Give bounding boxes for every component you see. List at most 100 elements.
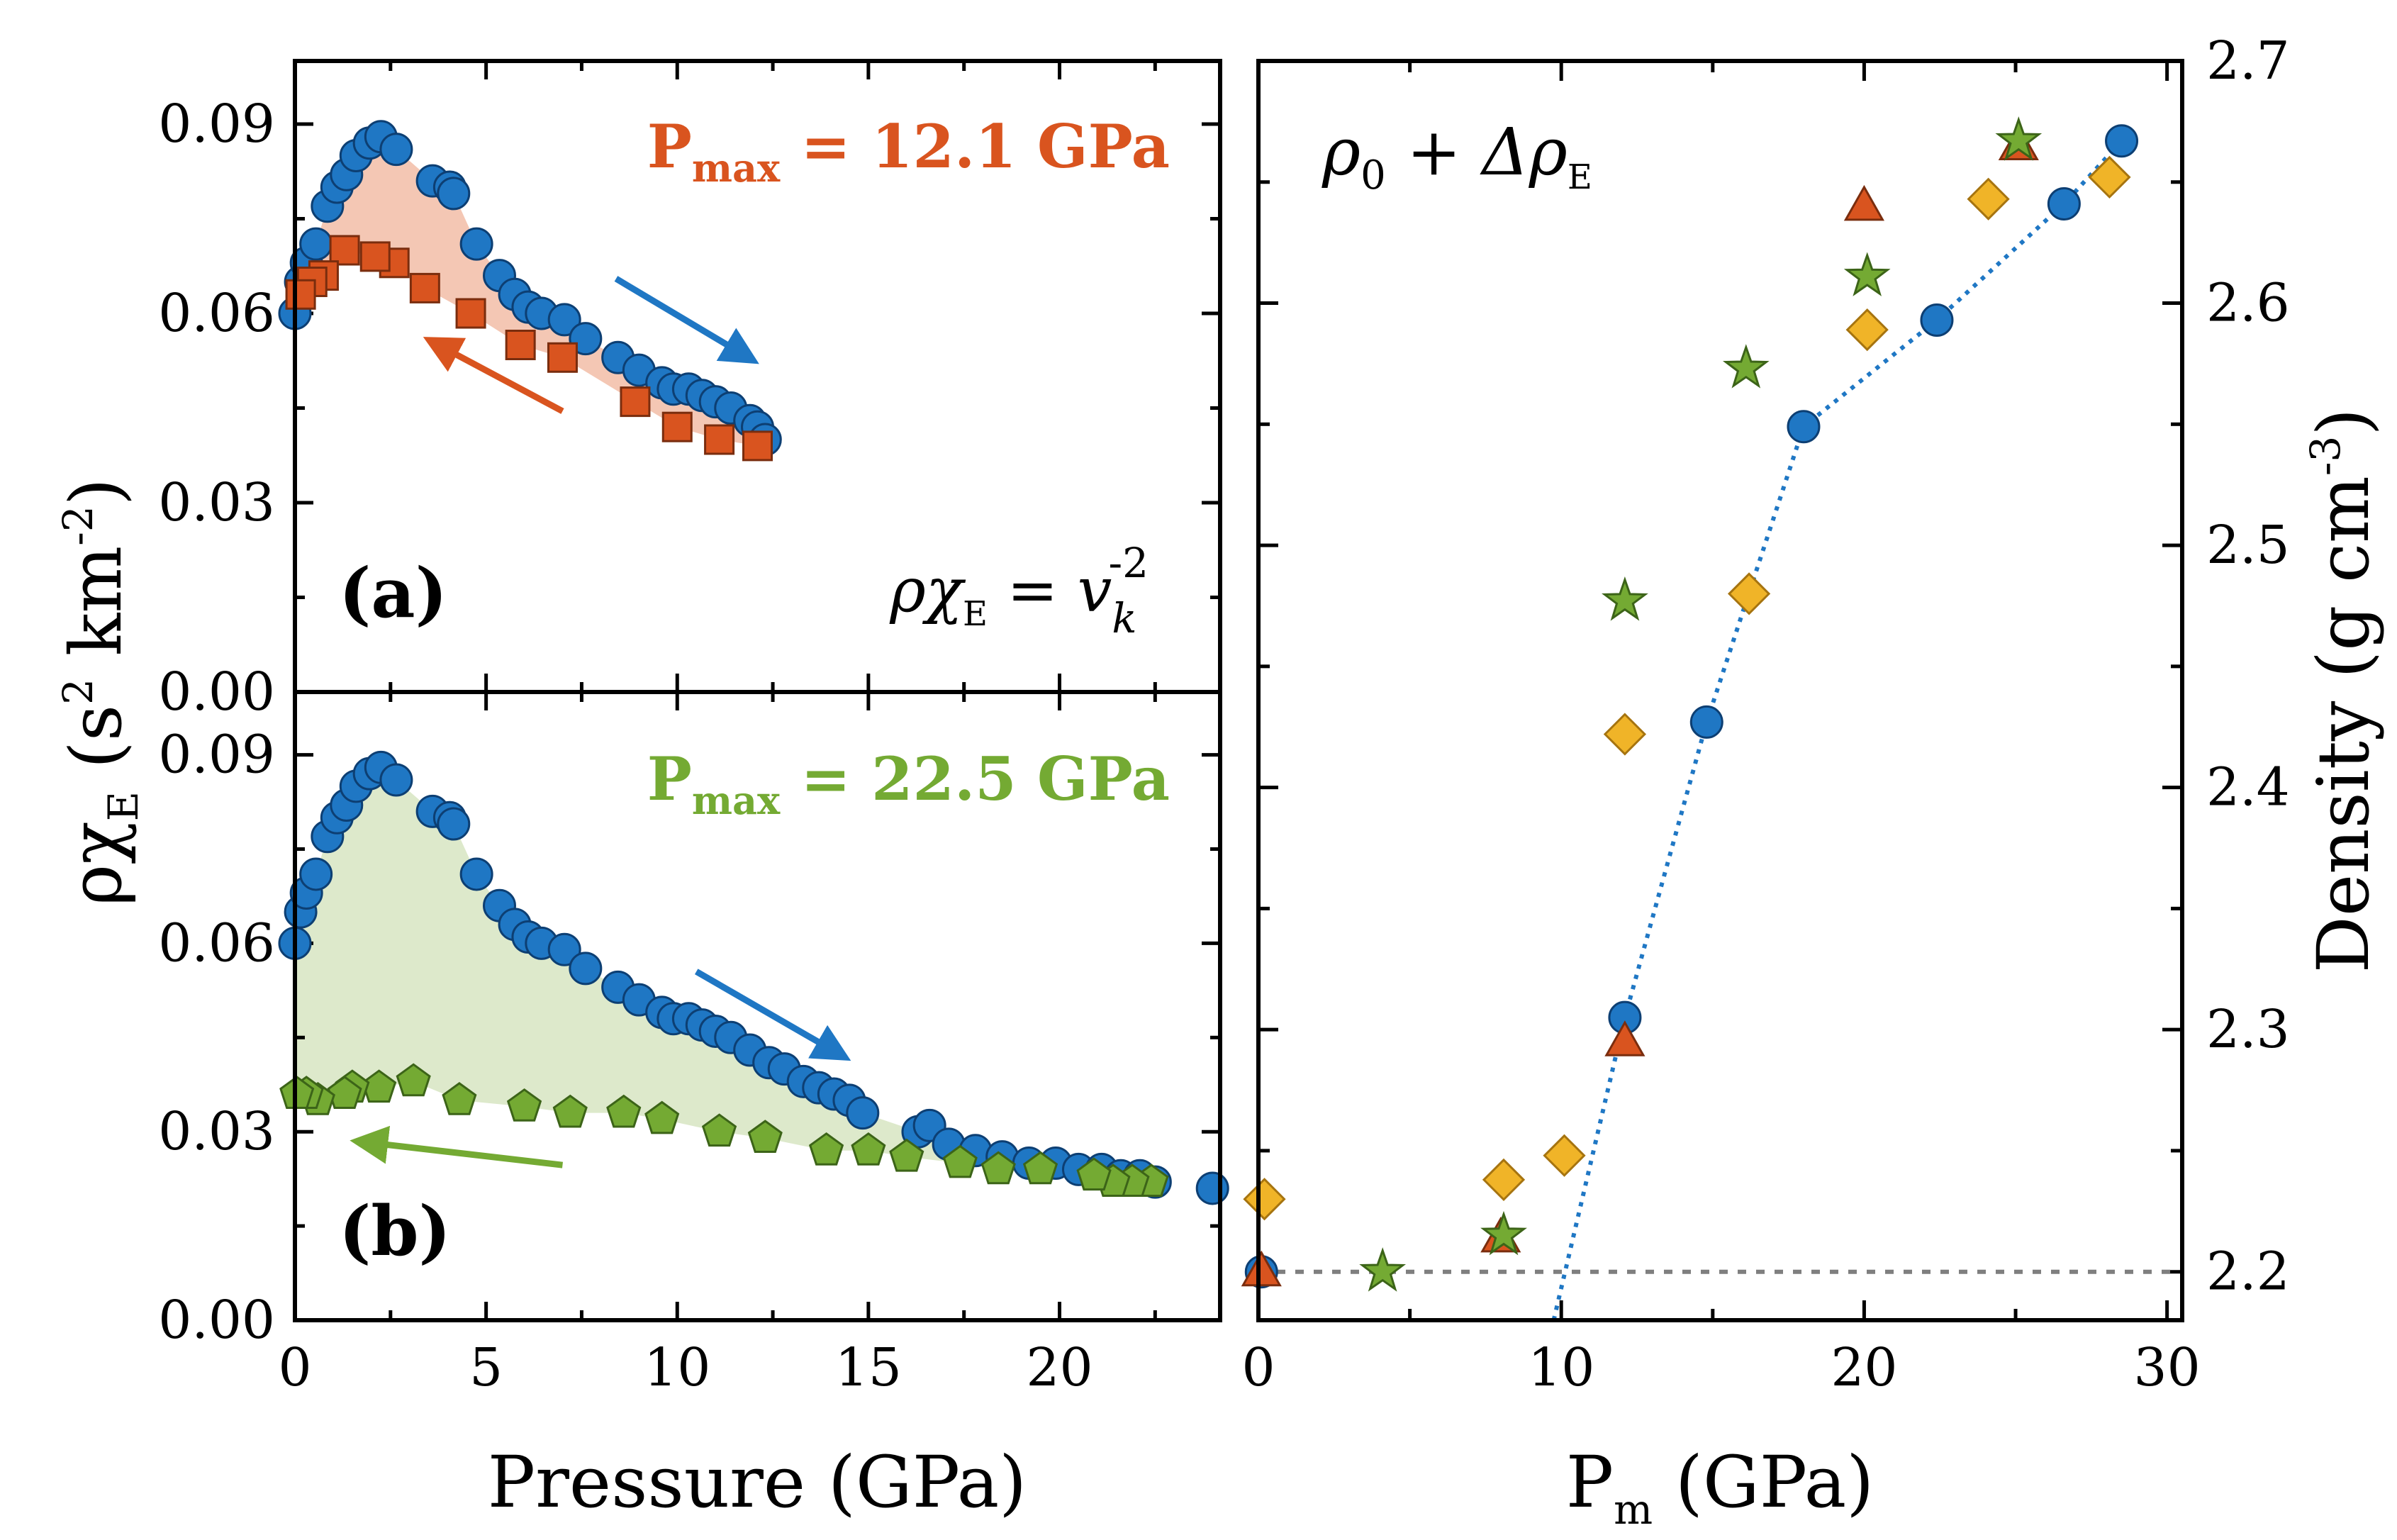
pentagon-marker: [808, 1132, 844, 1166]
ytick-label: 2.3: [2206, 999, 2290, 1060]
panel-a-ytick-labels: 0.00 0.03 0.06 0.09: [158, 94, 275, 722]
circle-marker: [459, 857, 493, 891]
orange-arrow: [423, 337, 564, 414]
circle-marker: [547, 932, 581, 966]
triangle-marker: [1241, 1250, 1282, 1287]
panel-c-xlabel-tail: (GPa): [1653, 1441, 1874, 1524]
xtick-label: 20: [1831, 1337, 1897, 1398]
pentagon-marker: [327, 1076, 362, 1109]
square-marker: [742, 430, 773, 462]
ytick-label: 0.00: [158, 1290, 275, 1351]
xtick-label: 15: [835, 1337, 902, 1398]
circle-marker: [379, 763, 413, 797]
circle-marker: [299, 857, 333, 891]
ytick-label: 0.03: [158, 1101, 275, 1162]
diamond-marker: [2088, 155, 2131, 199]
eq-v: v: [1078, 555, 1112, 626]
eq-lhs-sub: E: [963, 594, 988, 634]
left-ylabel-end: ): [55, 478, 138, 506]
star-marker: [1843, 252, 1891, 296]
legend-base: ρ: [1322, 114, 1360, 190]
panel-a-annotation: Pmax = 12.1 GPa: [647, 111, 1170, 191]
pentagon-marker: [701, 1113, 737, 1147]
ytick-label: 0.00: [158, 662, 275, 722]
circle-marker: [569, 952, 603, 986]
eq-lhs: ρχ: [889, 555, 966, 626]
circle-marker: [2047, 187, 2081, 221]
panel-c-markers: [1241, 116, 2139, 1292]
blue-arrow: [614, 276, 759, 364]
square-marker: [285, 279, 316, 310]
panel-b-xtick-labels: 0 5 10 15 20: [278, 1337, 1093, 1398]
xtick-label: 30: [2134, 1337, 2201, 1398]
ytick-label: 2.7: [2206, 30, 2290, 91]
panel-c-ytick-labels: 2.2 2.3 2.4 2.5 2.6 2.7: [2206, 30, 2290, 1302]
circle-marker: [437, 807, 471, 841]
xtick-label: 10: [644, 1337, 710, 1398]
legend-sub: E: [1568, 157, 1592, 197]
ytick-label: 0.09: [158, 94, 275, 155]
eq-mid: =: [988, 555, 1078, 626]
panel-b-markers: [278, 750, 1229, 1205]
panel-b-label: (b): [339, 1191, 451, 1271]
square-marker: [329, 235, 360, 266]
diamond-marker: [1967, 177, 2010, 221]
right-ylabel-base: Density (g cm: [2302, 476, 2385, 973]
ytick-label: 0.06: [158, 283, 275, 344]
blue-arrow: [694, 969, 851, 1061]
pentagon-marker: [851, 1132, 886, 1166]
pentagon-marker: [889, 1138, 924, 1172]
panel-b-frame: [293, 690, 1222, 1322]
panel-a-arrows: [423, 276, 759, 414]
panel-b-annotation-base: P: [647, 744, 692, 814]
circle-marker: [459, 227, 493, 261]
diamond-marker: [1543, 1134, 1586, 1177]
ytick-label: 2.5: [2206, 515, 2290, 576]
star-marker: [1722, 344, 1770, 389]
right-ylabel-end: ): [2302, 408, 2385, 436]
panel-b: 0.00 0.03 0.06 0.09 0 5 10 15 20 Pmax = 22.5 GP…: [54, 478, 1229, 1524]
xtick-label: 20: [1026, 1337, 1093, 1398]
panel-b-arrows: [350, 969, 851, 1168]
pentagon-marker: [942, 1144, 978, 1178]
xtick-label: 10: [1528, 1337, 1594, 1398]
pentagon-marker: [980, 1151, 1016, 1185]
square-marker: [455, 298, 486, 329]
pentagon-marker: [1022, 1151, 1058, 1185]
panel-a-equation: ρχE = vk -2: [889, 539, 1149, 642]
xtick-label: 0: [278, 1337, 311, 1398]
square-marker: [620, 386, 651, 418]
panel-c-xlabel-base: P: [1566, 1441, 1614, 1524]
xtick-label: 5: [469, 1337, 503, 1398]
panel-c-xlabel: Pm (GPa): [1566, 1441, 1874, 1534]
legend-sub0: 0: [1360, 152, 1386, 199]
panel-b-annotation: Pmax = 22.5 GPa: [647, 744, 1170, 823]
pentagon-marker: [442, 1082, 477, 1115]
pentagon-marker: [506, 1088, 542, 1122]
panel-c-frame: [1256, 59, 2184, 1322]
panel-b-xlabel: Pressure (GPa): [488, 1441, 1027, 1524]
panel-c-xtick-labels: 0 10 20 30: [1241, 1337, 2200, 1398]
circle-marker: [1787, 410, 1821, 444]
pentagon-marker: [606, 1094, 642, 1128]
circle-marker: [547, 303, 581, 337]
panel-b-annotation-sub: max: [692, 778, 781, 823]
diamond-marker: [1603, 713, 1647, 756]
hysteresis-area: [295, 767, 1156, 1183]
circle-marker: [846, 1096, 880, 1130]
eq-vsub: k: [1112, 594, 1136, 642]
pentagon-marker: [747, 1120, 783, 1153]
square-marker: [409, 272, 440, 303]
pentagon-marker: [1076, 1157, 1112, 1191]
square-marker: [547, 342, 578, 373]
star-marker: [1602, 576, 1648, 621]
left-ylabel-sub: E: [99, 791, 147, 821]
star-marker: [1995, 116, 2043, 161]
panel-c-ticks: [1256, 59, 2182, 1320]
ytick-label: 0.06: [158, 913, 275, 973]
ytick-label: 2.2: [2206, 1242, 2290, 1302]
panel-c-legend-text: ρ0 + ΔρE: [1322, 114, 1592, 199]
star-marker: [1480, 1210, 1527, 1256]
circle-marker: [1689, 705, 1723, 739]
